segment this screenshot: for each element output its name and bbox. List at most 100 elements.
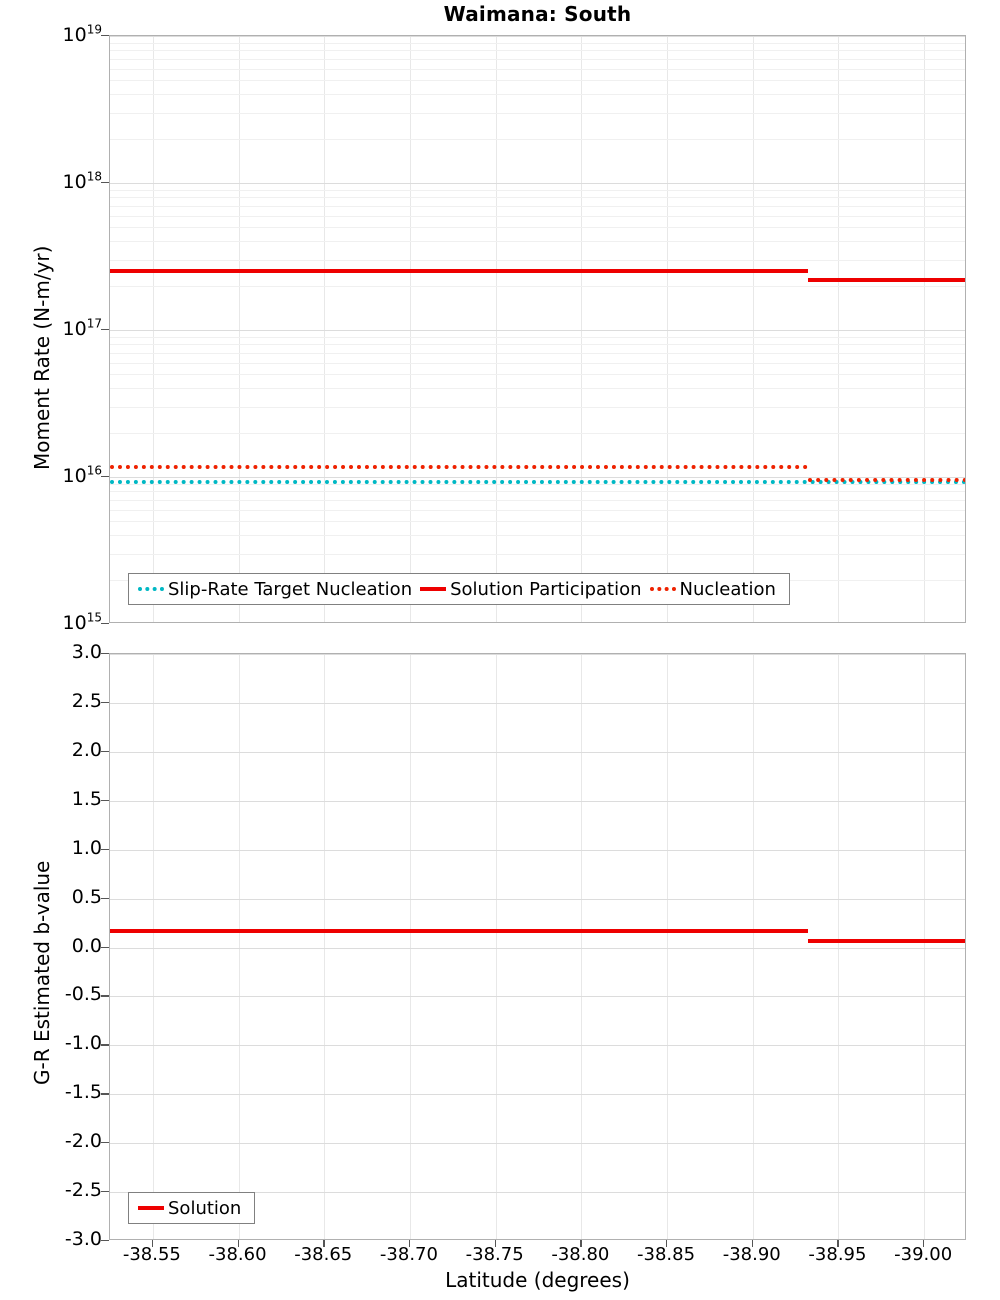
gridline-vertical — [153, 36, 154, 622]
gridline-horizontal-minor — [110, 407, 965, 408]
moment-rate-plot-area — [109, 35, 966, 623]
y-tick-label: 1.0 — [72, 837, 102, 859]
x-axis-title: Latitude (degrees) — [109, 1268, 966, 1292]
y-tick-label: -0.5 — [65, 983, 102, 1005]
y-tickmark — [101, 1191, 109, 1192]
gridline-vertical — [581, 36, 582, 622]
legend-label: Solution — [168, 1198, 247, 1219]
gridline-vertical — [924, 654, 925, 1239]
gridline-vertical — [838, 36, 839, 622]
y-tick-label: 1.5 — [72, 788, 102, 810]
gridline-horizontal-minor — [110, 216, 965, 217]
gridline-horizontal-minor — [110, 554, 965, 555]
gridline-horizontal-major — [110, 330, 965, 331]
gridline-horizontal-minor — [110, 206, 965, 207]
gridline-horizontal-major — [110, 801, 965, 802]
gridline-horizontal-minor — [110, 80, 965, 81]
x-tickmark — [923, 1240, 924, 1247]
y-tick-label: 0.5 — [72, 886, 102, 908]
y-tickmark — [101, 329, 109, 330]
y-tickmark — [101, 898, 109, 899]
y-tickmark — [101, 947, 109, 948]
y-tickmark — [101, 702, 109, 703]
legend-entry-solution: Solution — [136, 1198, 247, 1219]
x-tick-label: -39.00 — [863, 1244, 983, 1265]
gridline-horizontal-minor — [110, 260, 965, 261]
solid-red-line-icon — [138, 1206, 164, 1210]
y-tick-label: 2.0 — [72, 739, 102, 761]
gridline-vertical — [324, 654, 325, 1239]
y-tickmark — [101, 849, 109, 850]
x-tickmark — [238, 1240, 239, 1247]
y-tick-label: -2.0 — [65, 1130, 102, 1152]
gridline-horizontal-minor — [110, 139, 965, 140]
gridline-vertical — [324, 36, 325, 622]
x-tickmark — [409, 1240, 410, 1247]
gridline-vertical — [753, 36, 754, 622]
gridline-horizontal-minor — [110, 197, 965, 198]
y-tickmark — [101, 751, 109, 752]
y-tick-label: 3.0 — [72, 641, 102, 663]
y-tickmark — [101, 1240, 109, 1241]
solid-red-line-icon — [420, 587, 446, 591]
gridline-vertical — [496, 654, 497, 1239]
y-tickmark — [101, 35, 109, 36]
gridline-horizontal-major — [110, 654, 965, 655]
x-tickmark — [580, 1240, 581, 1247]
gridline-horizontal-minor — [110, 374, 965, 375]
moment-rate-axis-title: Moment Rate (N-m/yr) — [30, 246, 54, 470]
ytick-1e15: 1015 — [63, 612, 102, 634]
gridline-horizontal-minor — [110, 484, 965, 485]
gridline-horizontal-minor — [110, 43, 965, 44]
x-tickmark — [323, 1240, 324, 1247]
gridline-horizontal-major — [110, 850, 965, 851]
gridline-horizontal-minor — [110, 535, 965, 536]
moment-rate-legend: Slip-Rate Target Nucleation Solution Par… — [128, 573, 790, 605]
y-tick-label: -1.0 — [65, 1032, 102, 1054]
gridline-vertical — [667, 654, 668, 1239]
y-tickmark — [101, 1142, 109, 1143]
b-value-plot-area — [109, 653, 966, 1240]
ytick-1e19: 1019 — [63, 24, 102, 46]
gridline-vertical — [153, 654, 154, 1239]
gridline-vertical — [410, 36, 411, 622]
gridline-horizontal-minor — [110, 190, 965, 191]
y-tickmark — [101, 1044, 109, 1045]
gridline-horizontal-minor — [110, 363, 965, 364]
gridline-horizontal-major — [110, 948, 965, 949]
gridline-horizontal-minor — [110, 337, 965, 338]
y-tickmark — [101, 476, 109, 477]
gridline-horizontal-minor — [110, 353, 965, 354]
gridline-vertical — [667, 36, 668, 622]
gridline-horizontal-minor — [110, 241, 965, 242]
gridline-horizontal-minor — [110, 59, 965, 60]
gridline-vertical — [753, 654, 754, 1239]
ytick-1e16: 1016 — [63, 465, 102, 487]
y-tickmark — [101, 653, 109, 654]
gridline-horizontal-minor — [110, 227, 965, 228]
ytick-1e18: 1018 — [63, 171, 102, 193]
legend-entry-solution-participation: Solution Participation — [418, 579, 647, 600]
series-line-nucleation — [808, 478, 966, 482]
y-tick-label: -1.5 — [65, 1081, 102, 1103]
legend-entry-nucleation: Nucleation — [648, 579, 782, 600]
x-tickmark — [666, 1240, 667, 1247]
gridline-horizontal-minor — [110, 500, 965, 501]
y-tick-label: -2.5 — [65, 1179, 102, 1201]
gridline-horizontal-major — [110, 1094, 965, 1095]
series-line-solution-participation — [110, 269, 808, 273]
x-tickmark — [495, 1240, 496, 1247]
y-tick-label: 2.5 — [72, 690, 102, 712]
legend-entry-slip-rate-target-nucleation: Slip-Rate Target Nucleation — [136, 579, 418, 600]
y-tickmark — [101, 1093, 109, 1094]
dotted-cyan-line-icon — [138, 587, 164, 591]
x-tickmark — [837, 1240, 838, 1247]
gridline-horizontal-major — [110, 899, 965, 900]
gridline-horizontal-minor — [110, 286, 965, 287]
y-tickmark — [101, 182, 109, 183]
gridline-horizontal-minor — [110, 50, 965, 51]
gridline-horizontal-minor — [110, 69, 965, 70]
legend-label: Slip-Rate Target Nucleation — [168, 579, 418, 600]
series-line-solution — [110, 929, 808, 933]
gridline-vertical — [239, 654, 240, 1239]
